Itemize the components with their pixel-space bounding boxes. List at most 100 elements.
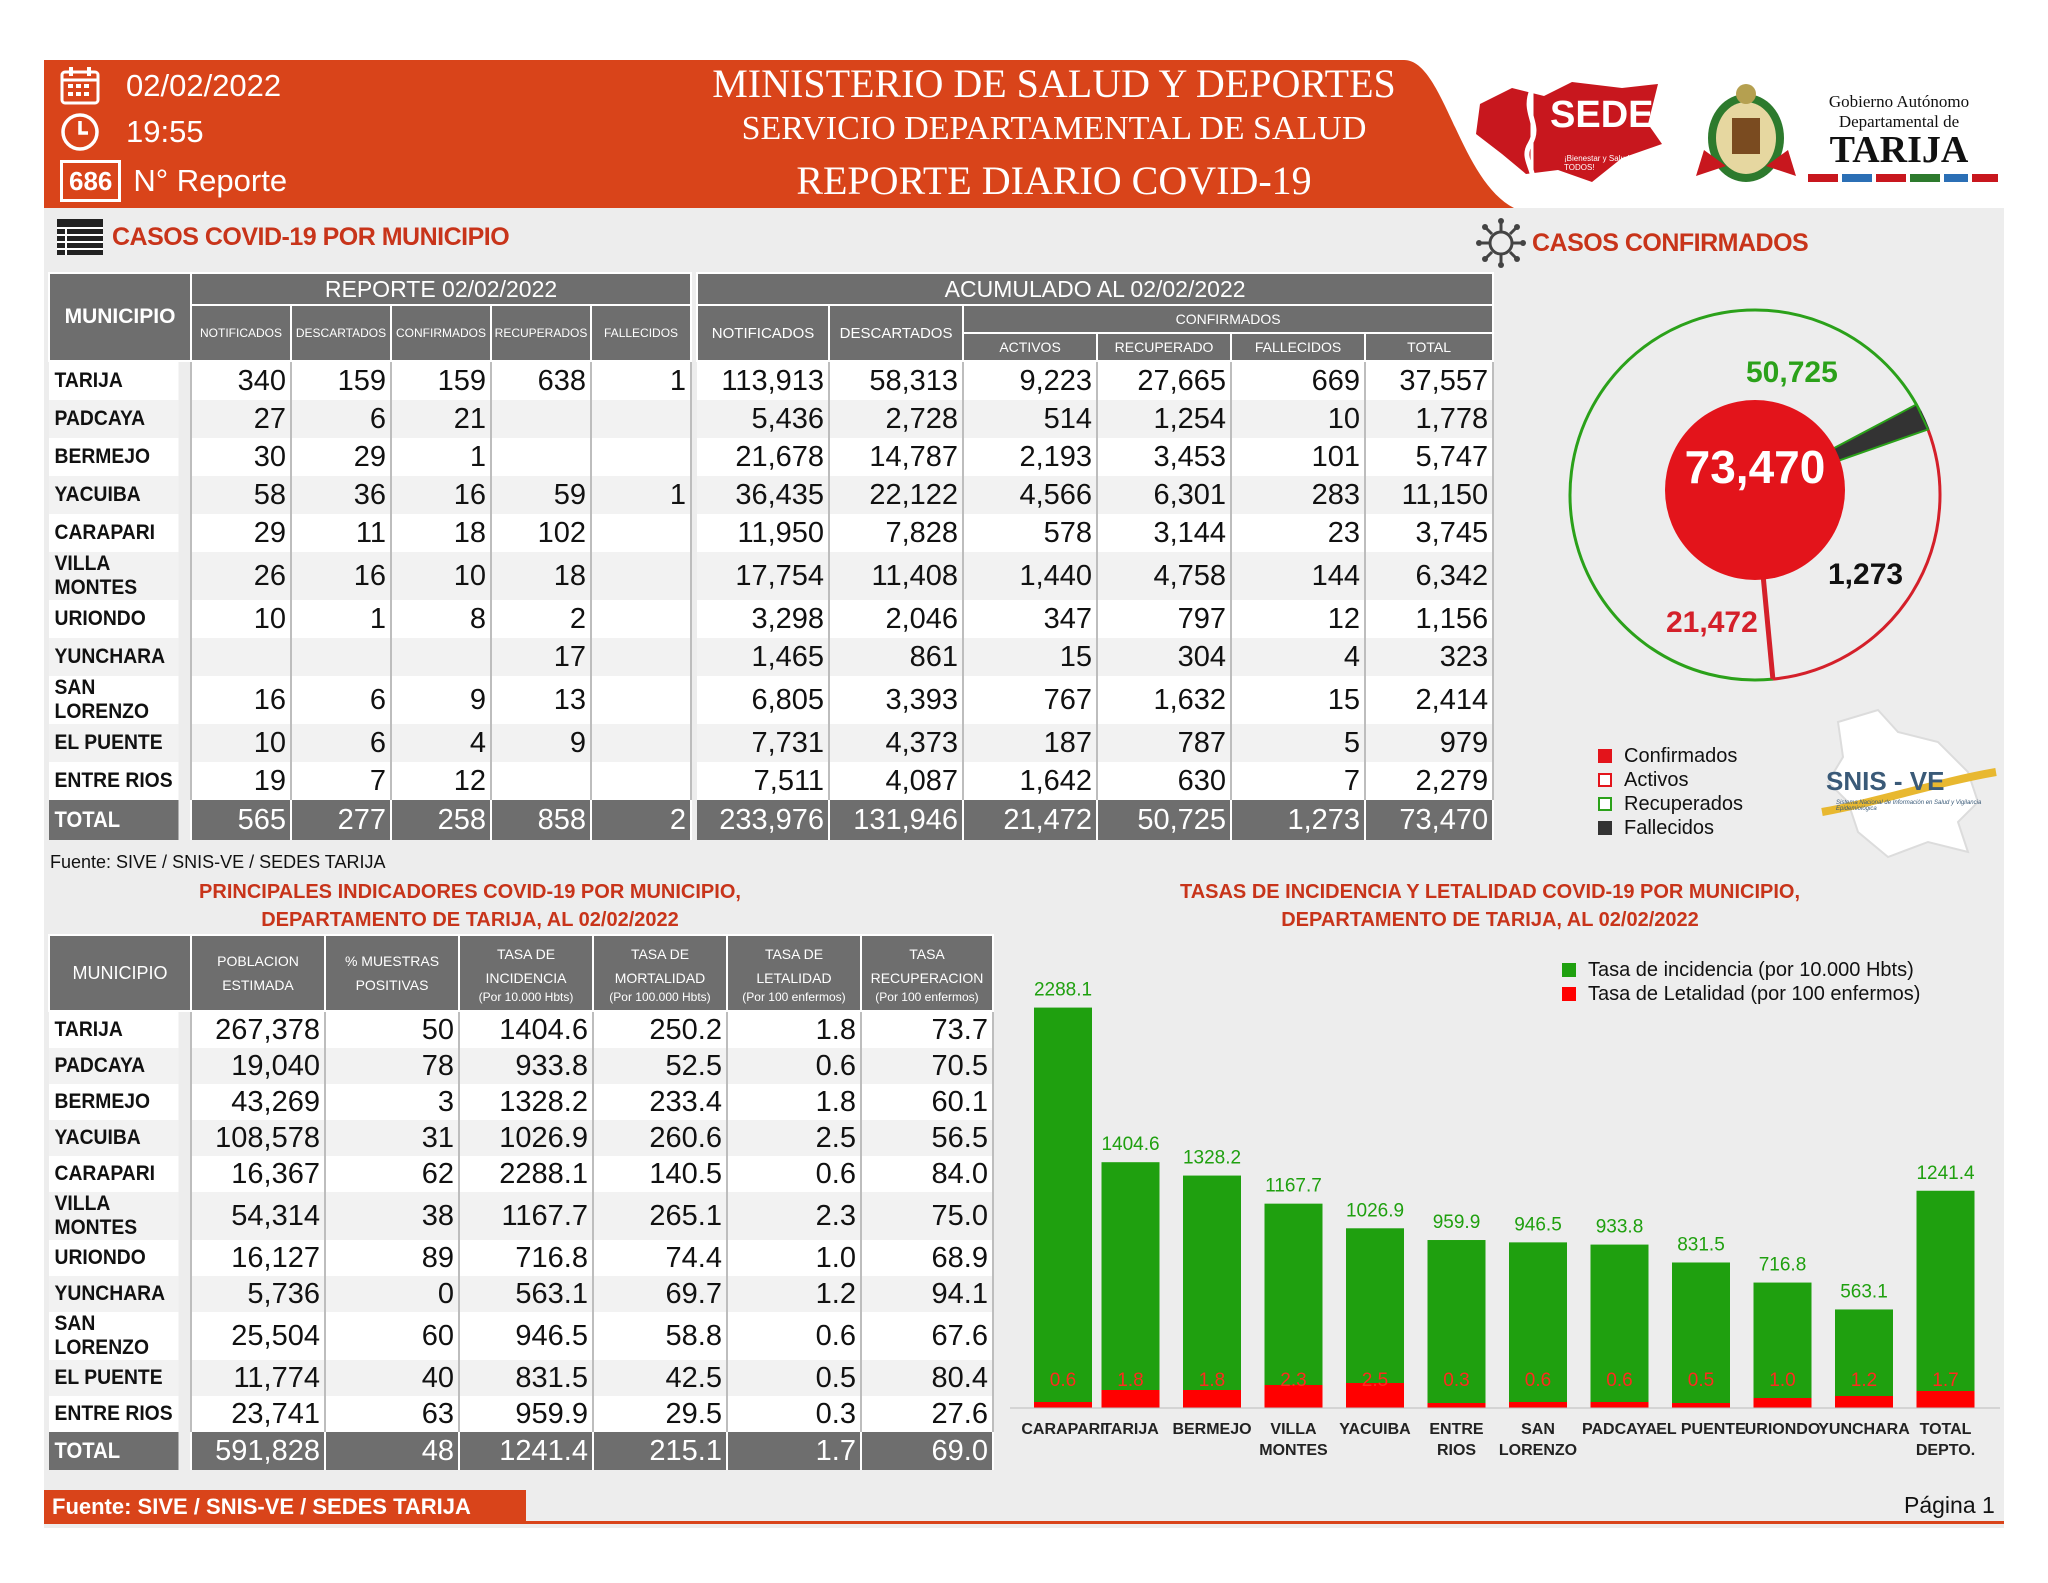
table-cell: 1328.2 [459, 1084, 594, 1120]
indicador-header-main: TASA DE INCIDENCIA [485, 946, 567, 986]
incidencia-bar [1590, 1244, 1649, 1408]
table-cell: 304 [1097, 638, 1233, 676]
letalidad-bar [1346, 1383, 1404, 1408]
table-cell [591, 676, 693, 724]
table-cell: 0.5 [727, 1360, 862, 1396]
table-cell: 1,632 [1097, 676, 1233, 724]
incidencia-data-label: 933.8 [1596, 1217, 1644, 1238]
table-cell: 11,408 [829, 552, 965, 600]
table-cell: 21,472 [963, 800, 1099, 840]
table-cell: 3,745 [1365, 514, 1495, 552]
report-number-label: N° Reporte [133, 163, 288, 198]
donut-center-value: 73,470 [1684, 441, 1826, 493]
donut-arc-activos [1772, 428, 1942, 681]
chart-title-line1: TASAS DE INCIDENCIA Y LETALIDAD COVID-19… [1179, 881, 1801, 903]
category-label: BERMEJO [1172, 1421, 1251, 1438]
table-cell: 0.6 [727, 1312, 862, 1360]
table1-source: Fuente: SIVE / SNIS-VE / SEDES TARIJA [50, 852, 386, 872]
table-cell: 2,193 [963, 438, 1099, 476]
service-title: SERVICIO DEPARTAMENTAL DE SALUD [741, 110, 1367, 147]
table-cell: 669 [1231, 361, 1367, 400]
letalidad-bar [1427, 1403, 1486, 1408]
category-label: VILLA [1270, 1421, 1317, 1438]
donut-arc-recuperados [1568, 308, 1922, 682]
table-cell: 38 [325, 1192, 460, 1240]
table-cell: 946.5 [459, 1312, 594, 1360]
table-cell: 4,373 [829, 724, 965, 762]
table-cell: 21,678 [697, 438, 831, 476]
table-cell: 6,342 [1365, 552, 1495, 600]
table-row: EL PUENTE 10 6 4 9 7,731 4,373 187 787 5 979 [49, 724, 1495, 762]
indicadores-title-line2: DEPARTAMENTO DE TARIJA, AL 02/02/2022 [261, 909, 679, 931]
municipio-section-title: CASOS COVID-19 POR MUNICIPIO [112, 222, 510, 251]
category-label: URIONDO [1745, 1421, 1821, 1438]
table-cell: 3,298 [697, 600, 831, 638]
table-cell: 40 [325, 1360, 460, 1396]
incidencia-bar [1427, 1240, 1486, 1408]
incidencia-bar [1835, 1309, 1893, 1408]
indicador-header-main: % MUESTRAS POSITIVAS [344, 953, 440, 993]
table-cell: 29 [291, 438, 392, 476]
chart-title-line2: DEPARTAMENTO DE TARIJA, AL 02/02/2022 [1281, 909, 1699, 931]
table-cell: 187 [963, 724, 1099, 762]
category-label: YACUIBA [1339, 1421, 1411, 1438]
table-cell: 1,440 [963, 552, 1099, 600]
municipio-name: EL PUENTE [49, 724, 181, 762]
table-cell: 7 [291, 762, 392, 800]
donut-center [1665, 400, 1845, 580]
municipio-cases-table: MUNICIPIO REPORTE 02/02/2022 ACUMULADO A… [48, 272, 1495, 840]
table-cell [591, 400, 693, 438]
donut-chart [1568, 308, 1942, 682]
table-cell [291, 638, 392, 676]
table-cell: 6 [291, 676, 392, 724]
table-cell: 1 [591, 476, 693, 514]
letalidad-bar [1590, 1402, 1649, 1408]
table-cell: 340 [191, 361, 292, 400]
table-cell: 514 [963, 400, 1099, 438]
letalidad-data-label: 1.8 [1199, 1370, 1225, 1391]
table-cell: 144 [1231, 552, 1367, 600]
table-cell: 6 [291, 400, 392, 438]
municipio-name: YACUIBA [49, 1120, 181, 1156]
municipio-name: BERMEJO [49, 1084, 181, 1120]
incidencia-data-label: 1328.2 [1183, 1148, 1241, 1169]
table-cell: 250.2 [593, 1011, 728, 1048]
legend-item: Recuperados [1598, 792, 1743, 816]
table-cell: 2288.1 [459, 1156, 594, 1192]
sedes-logo-text: SEDES [1550, 94, 1679, 136]
table-cell: 11,950 [697, 514, 831, 552]
category-label: EL PUENTE [1656, 1421, 1746, 1438]
table-cell: 10 [391, 552, 492, 600]
table-cell: 1,465 [697, 638, 831, 676]
confirmados-section-header: CASOS CONFIRMADOS [1476, 218, 1809, 268]
table-row: TARIJA 340 159 159 638 1 113,913 58,313 9,223 27,… [49, 361, 1495, 400]
table-cell: 0.6 [727, 1156, 862, 1192]
table-cell [591, 514, 693, 552]
col-municipio: MUNICIPIO [48, 272, 192, 362]
table-cell [591, 600, 693, 638]
table-cell: 233.4 [593, 1084, 728, 1120]
table-cell: 9 [491, 724, 592, 762]
table-cell: 80.4 [861, 1360, 994, 1396]
table-cell: 13 [491, 676, 592, 724]
table-cell: 4,566 [963, 476, 1099, 514]
legend-swatch [1598, 797, 1612, 811]
donut-legend: Confirmados Activos Recuperados Fallecidos [1598, 744, 1743, 840]
indicador-col-header: MUNICIPIO [48, 934, 192, 1012]
indicador-col-header: POBLACION ESTIMADA [190, 934, 326, 1012]
table-row: PADCAYA 27 6 21 5,436 2,728 514 1,254 10 1,778 [49, 400, 1495, 438]
municipio-name: URIONDO [49, 1240, 181, 1276]
reporte-col-header: DESCARTADOS [290, 304, 392, 362]
total-row: TOTAL 591,828 48 1241.4 215.1 1.7 69.0 [49, 1432, 994, 1470]
table-cell: 10 [1231, 400, 1367, 438]
indicador-col-header: % MUESTRAS POSITIVAS [324, 934, 460, 1012]
table-cell: 19 [191, 762, 292, 800]
table-cell: 5,736 [191, 1276, 326, 1312]
table-cell: 54,314 [191, 1192, 326, 1240]
table-cell: 565 [191, 800, 292, 840]
category-label: PADCAYA [1582, 1421, 1657, 1438]
table-cell: 74.4 [593, 1240, 728, 1276]
table-cell: 69.0 [861, 1432, 994, 1470]
table-cell: 29.5 [593, 1396, 728, 1432]
table-cell: 2 [491, 600, 592, 638]
